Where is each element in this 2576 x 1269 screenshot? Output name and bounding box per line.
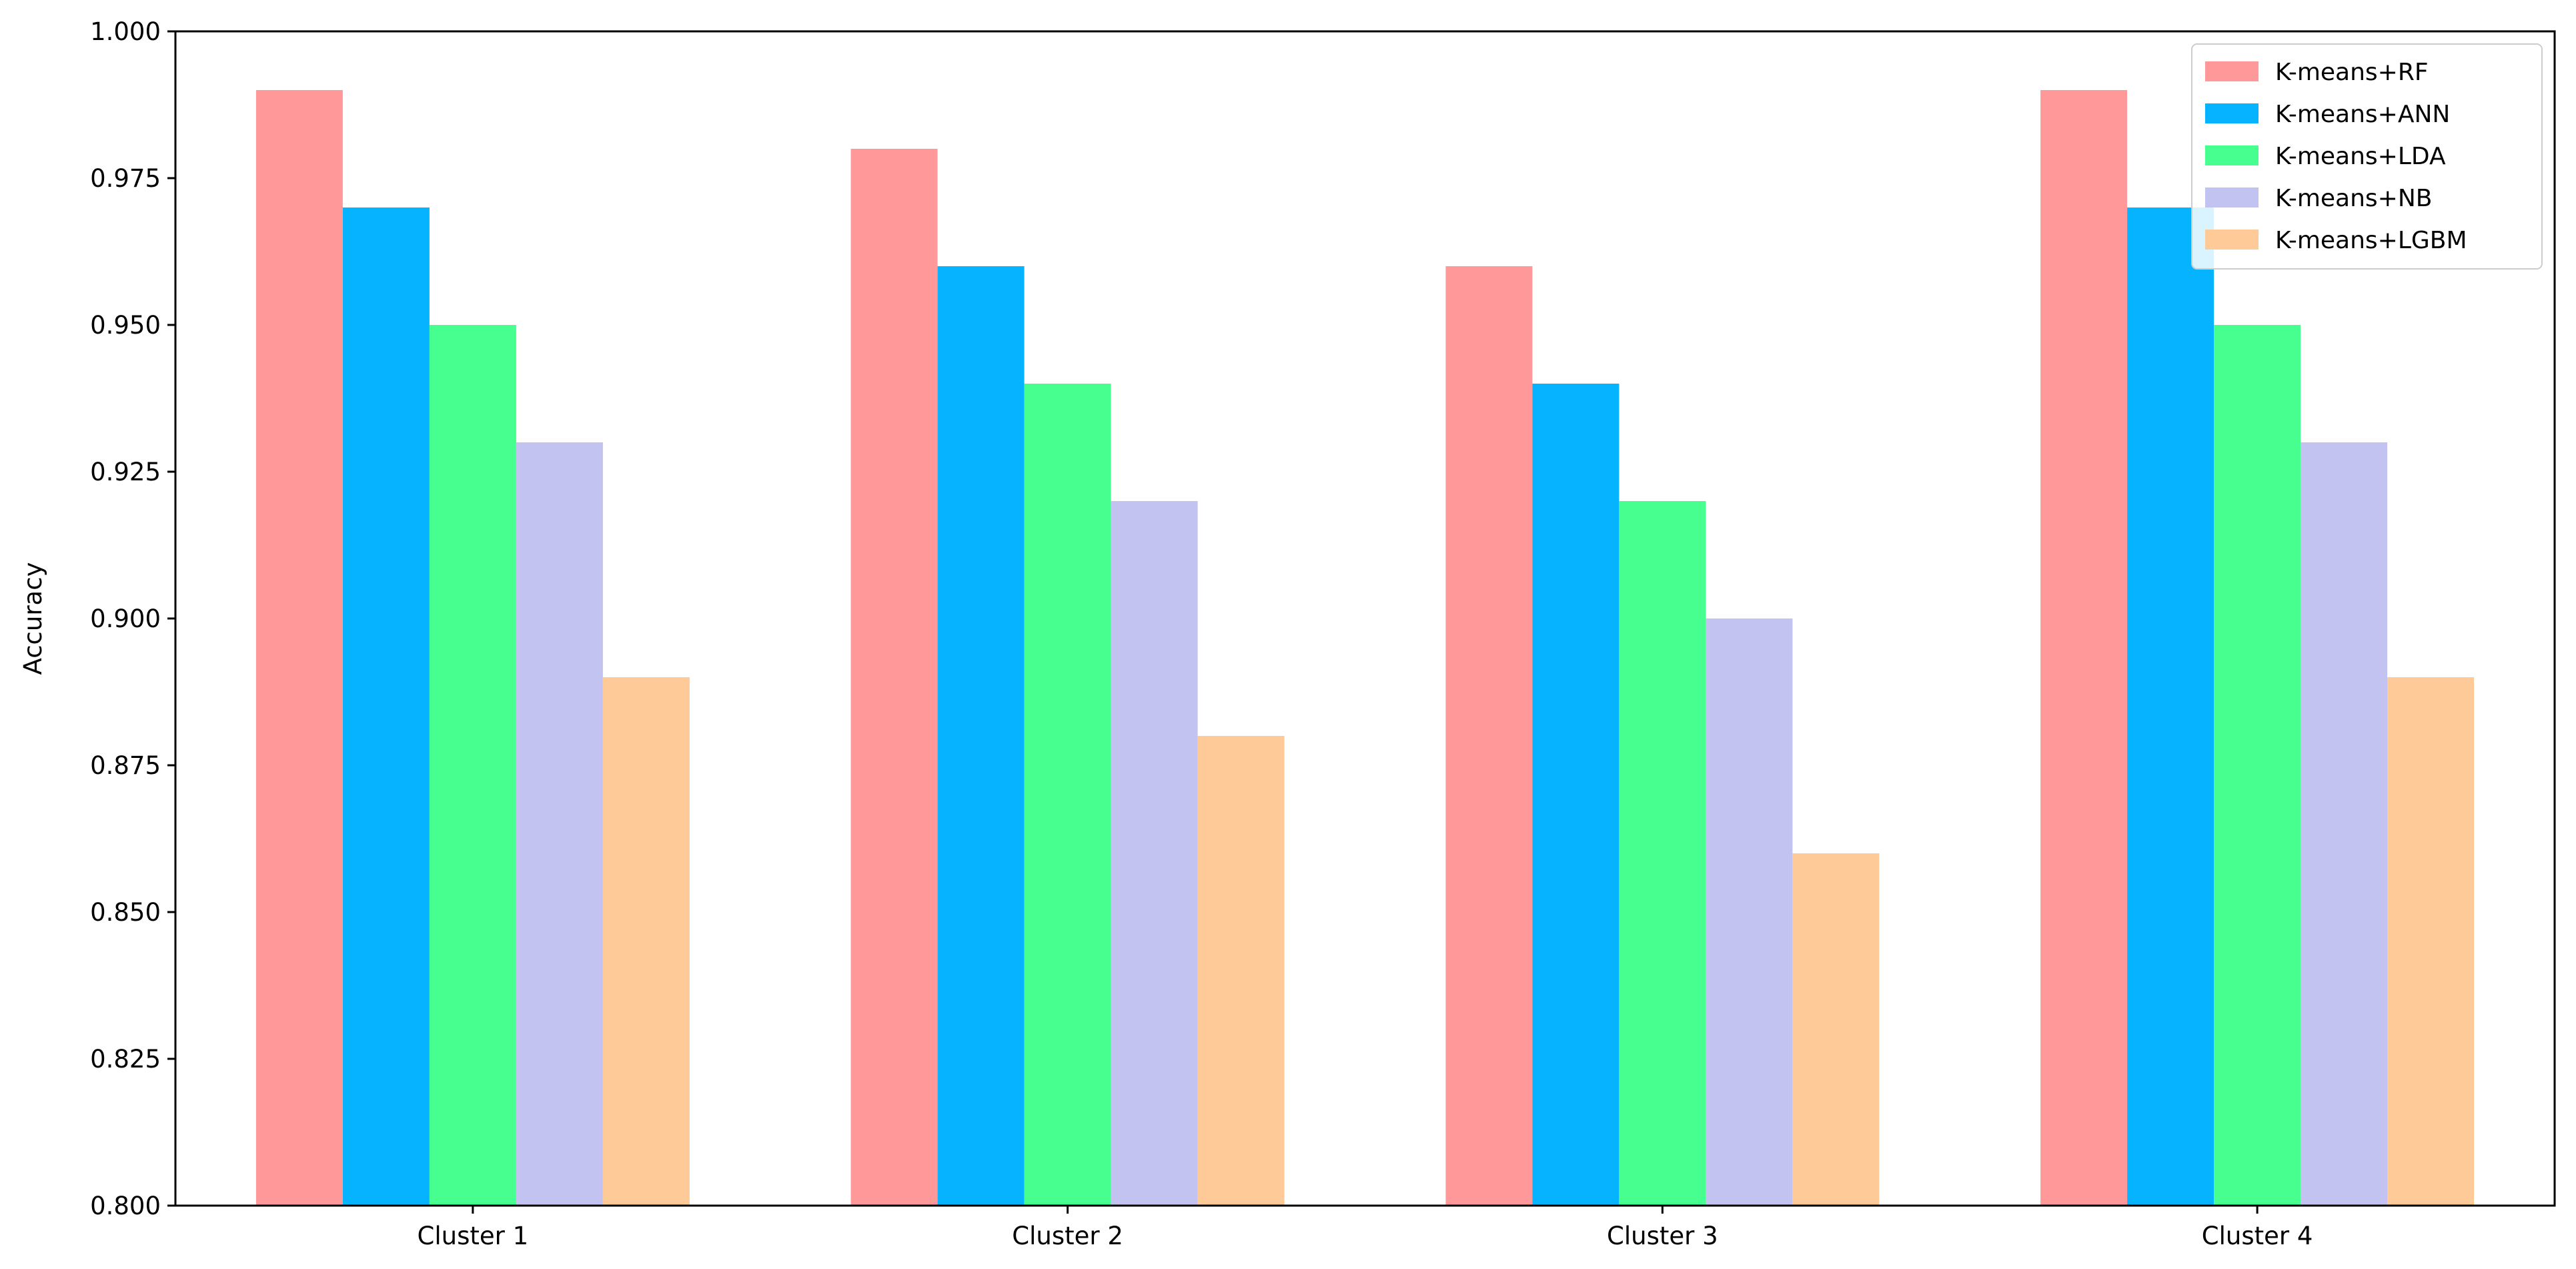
bar-k-means-lgbm-cluster-3 bbox=[1792, 853, 1880, 1206]
y-tick-label: 1.000 bbox=[90, 17, 161, 46]
bar-k-means-ann-cluster-3 bbox=[1532, 384, 1620, 1206]
y-tick-label: 0.825 bbox=[90, 1045, 161, 1074]
bar-k-means-nb-cluster-3 bbox=[1706, 618, 1793, 1206]
y-tick-label: 0.875 bbox=[90, 751, 161, 780]
legend-swatch-k-means-nb bbox=[2205, 187, 2259, 207]
y-tick-label: 0.800 bbox=[90, 1192, 161, 1220]
bar-k-means-nb-cluster-1 bbox=[516, 442, 603, 1206]
y-tick-label: 0.975 bbox=[90, 164, 161, 193]
y-tick-label: 0.950 bbox=[90, 311, 161, 340]
x-tick-label: Cluster 1 bbox=[418, 1222, 529, 1250]
legend-swatch-k-means-rf bbox=[2205, 61, 2259, 81]
bar-k-means-lda-cluster-4 bbox=[2214, 325, 2301, 1206]
legend-label-k-means-lgbm: K-means+LGBM bbox=[2275, 227, 2467, 254]
bar-k-means-rf-cluster-2 bbox=[850, 149, 938, 1206]
legend-frame bbox=[2191, 43, 2543, 270]
y-tick-label: 0.900 bbox=[90, 604, 161, 633]
bar-k-means-lgbm-cluster-1 bbox=[602, 677, 690, 1206]
bar-k-means-nb-cluster-4 bbox=[2301, 442, 2388, 1206]
bar-k-means-ann-cluster-4 bbox=[2127, 207, 2214, 1206]
x-tick-label: Cluster 4 bbox=[2202, 1222, 2313, 1250]
legend: K-means+RF K-means+ANN K-means+LDA K-means+… bbox=[2191, 43, 2543, 270]
bar-k-means-lgbm-cluster-4 bbox=[2387, 677, 2475, 1206]
x-tick-label: Cluster 3 bbox=[1607, 1222, 1718, 1250]
y-axis: 0.800 0.825 0.850 0.875 0.900 0.925 0.950 0.975… bbox=[90, 17, 175, 1220]
bar-k-means-nb-cluster-2 bbox=[1111, 501, 1198, 1206]
y-axis-label: Accuracy bbox=[19, 562, 47, 675]
legend-label-k-means-rf: K-means+RF bbox=[2275, 59, 2429, 86]
legend-label-k-means-lda: K-means+LDA bbox=[2275, 143, 2446, 170]
x-axis: Cluster 1 Cluster 2 Cluster 3 Cluster 4 bbox=[418, 1206, 2313, 1250]
bar-k-means-lda-cluster-3 bbox=[1619, 501, 1706, 1206]
y-tick-label: 0.850 bbox=[90, 898, 161, 927]
y-tick-label: 0.925 bbox=[90, 458, 161, 486]
bar-k-means-rf-cluster-4 bbox=[2040, 90, 2128, 1206]
bars-group bbox=[255, 90, 2475, 1206]
legend-swatch-k-means-ann bbox=[2205, 103, 2259, 123]
bar-k-means-rf-cluster-3 bbox=[1445, 266, 1533, 1206]
bar-k-means-lda-cluster-2 bbox=[1024, 384, 1111, 1206]
legend-swatch-k-means-lgbm bbox=[2205, 230, 2259, 250]
x-tick-label: Cluster 2 bbox=[1012, 1222, 1123, 1250]
legend-swatch-k-means-lda bbox=[2205, 145, 2259, 165]
bar-k-means-lda-cluster-1 bbox=[429, 325, 516, 1206]
bar-k-means-ann-cluster-1 bbox=[342, 207, 430, 1206]
legend-label-k-means-nb: K-means+NB bbox=[2275, 185, 2432, 212]
bar-k-means-ann-cluster-2 bbox=[937, 266, 1025, 1206]
legend-label-k-means-ann: K-means+ANN bbox=[2275, 101, 2450, 128]
plot-frame bbox=[174, 30, 2556, 1207]
bar-k-means-rf-cluster-1 bbox=[255, 90, 343, 1206]
bar-k-means-lgbm-cluster-2 bbox=[1197, 736, 1285, 1206]
